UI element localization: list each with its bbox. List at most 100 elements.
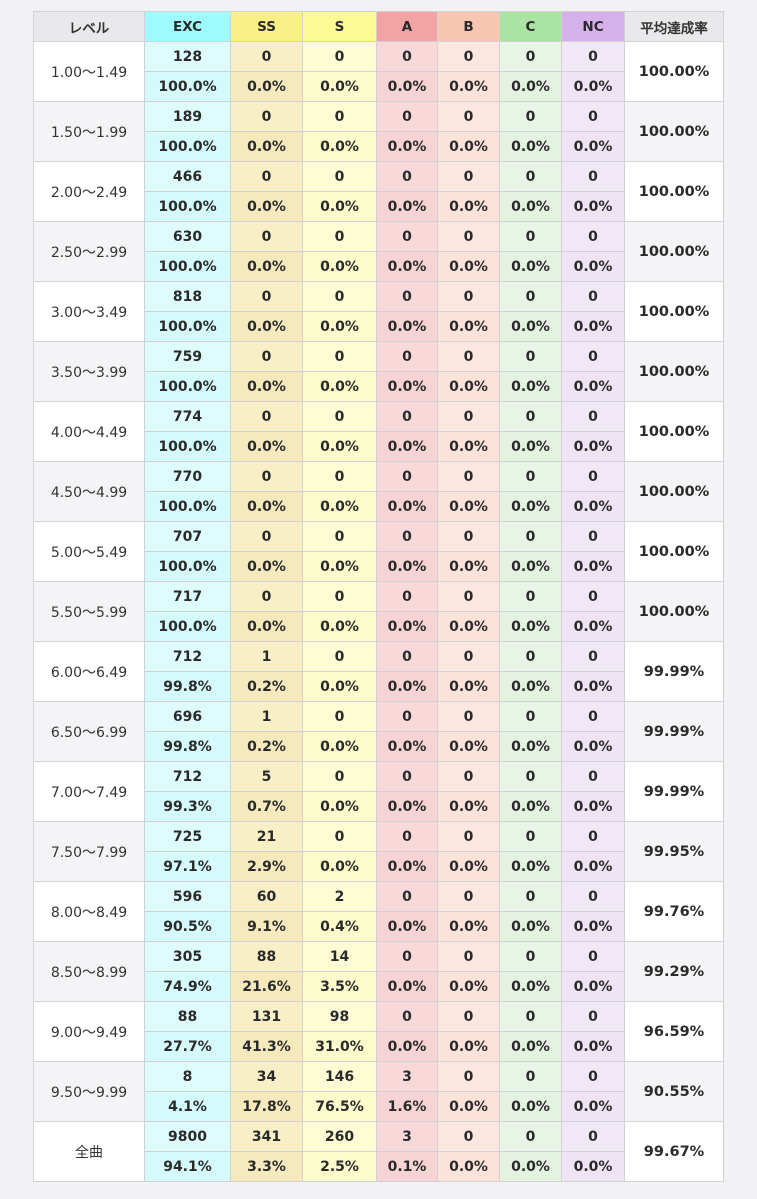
b-percent-cell: 0.0% [437, 251, 500, 282]
ss-count-cell: 0 [230, 281, 303, 312]
s-count-cell: 98 [302, 1001, 377, 1032]
table-row-percentages: 4.1% 17.8% 76.5% 1.6% 0.0% 0.0% 0.0% [34, 1091, 724, 1122]
b-count-cell: 0 [437, 401, 500, 432]
b-percent-cell: 0.0% [437, 851, 500, 882]
nc-percent-cell: 0.0% [561, 1091, 625, 1122]
nc-count-cell: 0 [561, 521, 625, 552]
c-percent-cell: 0.0% [499, 851, 562, 882]
a-percent-cell: 0.0% [376, 611, 438, 642]
average-rate-cell: 100.00% [624, 161, 724, 222]
header-ss: SS [230, 11, 303, 42]
a-count-cell: 0 [376, 581, 438, 612]
a-percent-cell: 0.1% [376, 1151, 438, 1182]
table-row-counts: 2.00〜2.49 466 0 0 0 0 0 0 100.00% [33, 161, 724, 222]
a-count-cell: 0 [376, 281, 438, 312]
exc-count-cell: 189 [144, 101, 231, 132]
b-count-cell: 0 [437, 881, 500, 912]
average-rate-cell: 90.55% [624, 1061, 724, 1122]
table-row-percentages: 99.8% 0.2% 0.0% 0.0% 0.0% 0.0% 0.0% [34, 731, 724, 762]
exc-count-cell: 596 [144, 881, 231, 912]
table-row-counts: 9.50〜9.99 8 34 146 3 0 0 0 90.55% [33, 1061, 724, 1122]
average-rate-cell: 100.00% [624, 101, 724, 162]
nc-percent-cell: 0.0% [561, 1031, 625, 1062]
ss-count-cell: 0 [230, 161, 303, 192]
table-row-percentages: 100.0% 0.0% 0.0% 0.0% 0.0% 0.0% 0.0% [34, 611, 724, 642]
exc-percent-cell: 4.1% [144, 1091, 231, 1122]
s-count-cell: 0 [302, 701, 377, 732]
nc-count-cell: 0 [561, 881, 625, 912]
ss-percent-cell: 0.0% [230, 251, 303, 282]
exc-percent-cell: 97.1% [144, 851, 231, 882]
nc-percent-cell: 0.0% [561, 431, 625, 462]
table-row-percentages: 100.0% 0.0% 0.0% 0.0% 0.0% 0.0% 0.0% [34, 131, 724, 162]
exc-count-cell: 774 [144, 401, 231, 432]
b-count-cell: 0 [437, 1001, 500, 1032]
s-percent-cell: 0.0% [302, 731, 377, 762]
average-rate-cell: 96.59% [624, 1001, 724, 1062]
average-rate-cell: 100.00% [624, 221, 724, 282]
ss-count-cell: 341 [230, 1121, 303, 1152]
s-count-cell: 14 [302, 941, 377, 972]
ss-count-cell: 0 [230, 461, 303, 492]
table-row-counts: 6.50〜6.99 696 1 0 0 0 0 0 99.99% [33, 701, 724, 762]
b-count-cell: 0 [437, 341, 500, 372]
ss-percent-cell: 0.2% [230, 731, 303, 762]
average-rate-cell: 100.00% [624, 461, 724, 522]
nc-count-cell: 0 [561, 941, 625, 972]
table-row-counts: 6.00〜6.49 712 1 0 0 0 0 0 99.99% [33, 641, 724, 702]
s-count-cell: 2 [302, 881, 377, 912]
ss-percent-cell: 41.3% [230, 1031, 303, 1062]
b-percent-cell: 0.0% [437, 371, 500, 402]
level-range-cell: 6.50〜6.99 [33, 701, 145, 762]
b-count-cell: 0 [437, 41, 500, 72]
exc-percent-cell: 99.8% [144, 671, 231, 702]
a-count-cell: 0 [376, 881, 438, 912]
ss-count-cell: 0 [230, 341, 303, 372]
c-count-cell: 0 [499, 521, 562, 552]
ss-percent-cell: 0.7% [230, 791, 303, 822]
s-percent-cell: 0.0% [302, 671, 377, 702]
table-row-percentages: 94.1% 3.3% 2.5% 0.1% 0.0% 0.0% 0.0% [34, 1151, 724, 1182]
ss-count-cell: 0 [230, 41, 303, 72]
level-range-cell: 8.50〜8.99 [33, 941, 145, 1002]
c-count-cell: 0 [499, 101, 562, 132]
header-exc: EXC [144, 11, 231, 42]
nc-percent-cell: 0.0% [561, 311, 625, 342]
nc-percent-cell: 0.0% [561, 671, 625, 702]
nc-count-cell: 0 [561, 1061, 625, 1092]
exc-count-cell: 712 [144, 641, 231, 672]
c-percent-cell: 0.0% [499, 251, 562, 282]
a-count-cell: 0 [376, 101, 438, 132]
level-range-cell: 1.00〜1.49 [33, 41, 145, 102]
b-percent-cell: 0.0% [437, 1091, 500, 1122]
average-rate-cell: 100.00% [624, 41, 724, 102]
level-range-cell: 9.50〜9.99 [33, 1061, 145, 1122]
stats-table-container: レベル EXC SS S A B C NC 平均達成率 1.00〜1.49 128… [33, 11, 724, 1182]
table-row-counts: 5.50〜5.99 717 0 0 0 0 0 0 100.00% [33, 581, 724, 642]
b-count-cell: 0 [437, 221, 500, 252]
exc-percent-cell: 100.0% [144, 431, 231, 462]
level-range-cell: 5.50〜5.99 [33, 581, 145, 642]
average-rate-cell: 100.00% [624, 341, 724, 402]
c-percent-cell: 0.0% [499, 671, 562, 702]
c-percent-cell: 0.0% [499, 731, 562, 762]
table-row-counts: 1.00〜1.49 128 0 0 0 0 0 0 100.00% [33, 41, 724, 102]
b-count-cell: 0 [437, 521, 500, 552]
s-count-cell: 0 [302, 281, 377, 312]
exc-percent-cell: 100.0% [144, 491, 231, 522]
header-a: A [376, 11, 438, 42]
ss-count-cell: 0 [230, 521, 303, 552]
ss-percent-cell: 9.1% [230, 911, 303, 942]
header-c: C [499, 11, 562, 42]
nc-count-cell: 0 [561, 641, 625, 672]
table-row-percentages: 27.7% 41.3% 31.0% 0.0% 0.0% 0.0% 0.0% [34, 1031, 724, 1062]
b-percent-cell: 0.0% [437, 971, 500, 1002]
exc-count-cell: 707 [144, 521, 231, 552]
table-row-counts: 8.00〜8.49 596 60 2 0 0 0 0 99.76% [33, 881, 724, 942]
a-count-cell: 0 [376, 701, 438, 732]
c-count-cell: 0 [499, 1061, 562, 1092]
nc-count-cell: 0 [561, 41, 625, 72]
a-count-cell: 0 [376, 221, 438, 252]
exc-percent-cell: 74.9% [144, 971, 231, 1002]
table-row-percentages: 100.0% 0.0% 0.0% 0.0% 0.0% 0.0% 0.0% [34, 491, 724, 522]
